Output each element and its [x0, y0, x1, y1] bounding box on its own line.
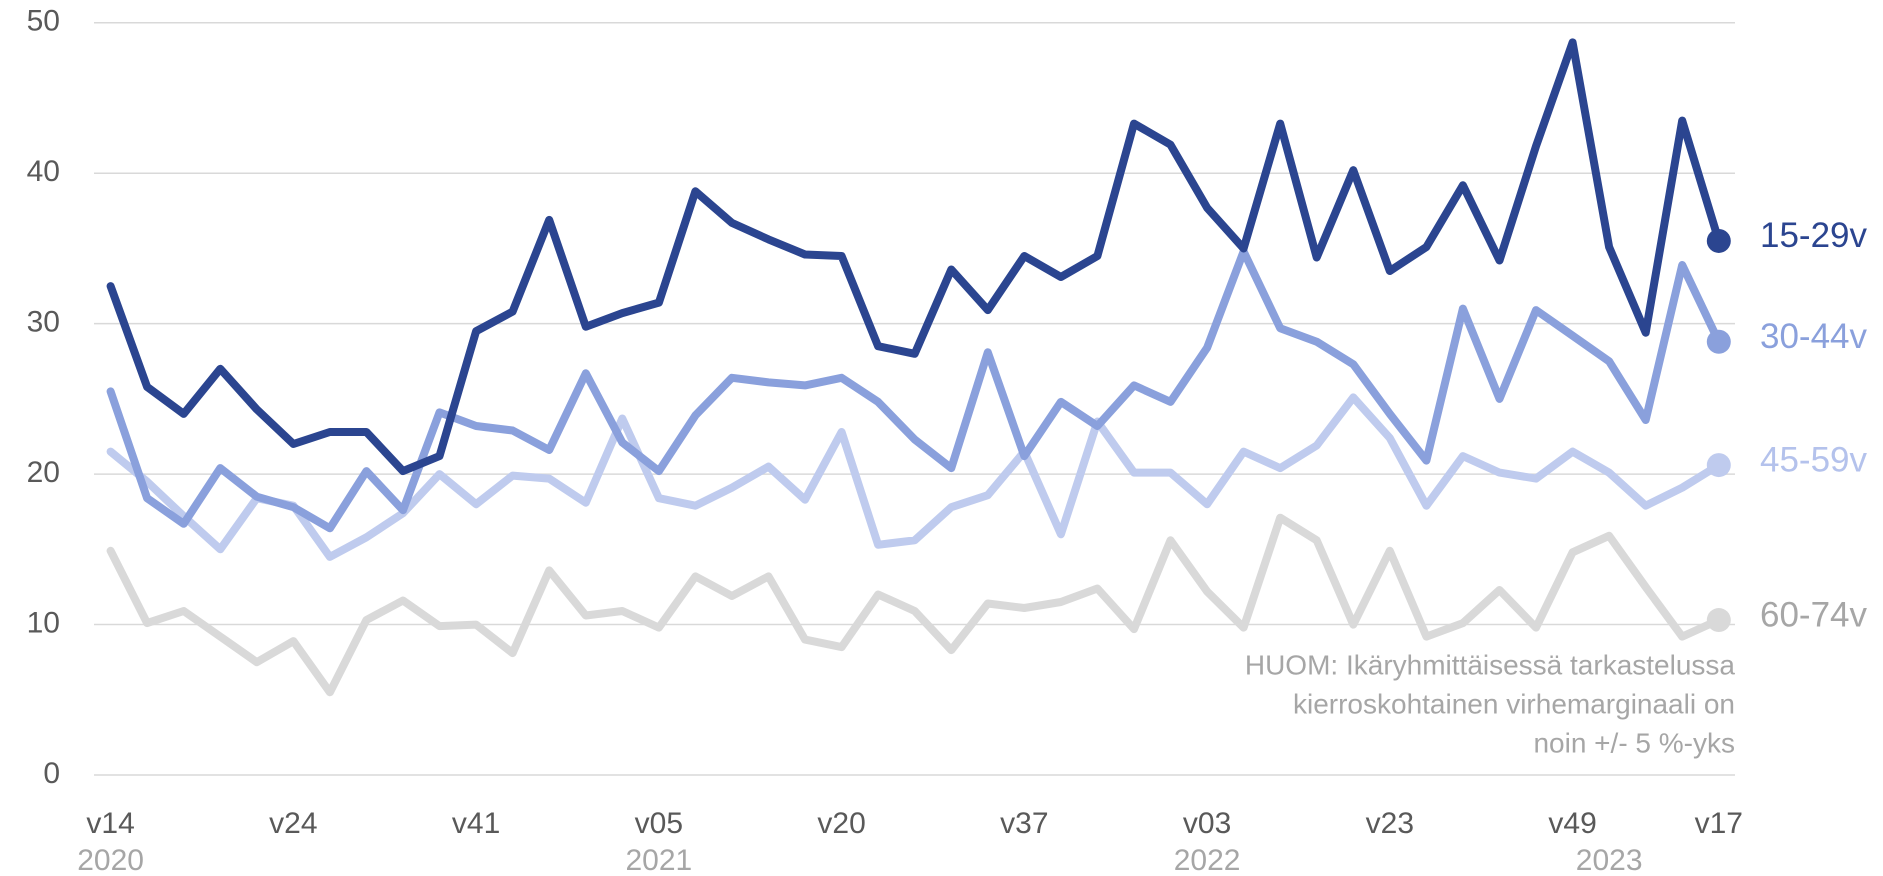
x-tick-label: v17 — [1695, 807, 1743, 840]
series-line — [106, 513, 1723, 697]
x-tick-label: v20 — [817, 807, 865, 840]
series-label: 60-74v — [1760, 595, 1868, 634]
end-dot — [1706, 329, 1731, 354]
note: kierroskohtainen virhemarginaali on — [1293, 688, 1735, 719]
y-tick-label: 50 — [27, 5, 60, 38]
year-label: 2022 — [1174, 844, 1241, 876]
x-tick-label: v23 — [1366, 807, 1414, 840]
x-tick-label: v41 — [452, 807, 500, 840]
y-tick-label: 30 — [27, 306, 60, 339]
series-label: 15-29v — [1760, 216, 1868, 255]
y-tick-label: 20 — [27, 456, 60, 489]
end-dot — [1706, 453, 1731, 478]
y-tick-label: 40 — [27, 155, 60, 188]
x-tick-label: v49 — [1548, 807, 1596, 840]
year-label: 2020 — [77, 844, 144, 876]
series-label: 30-44v — [1760, 317, 1868, 356]
x-tick-label: v24 — [269, 807, 317, 840]
note: noin +/- 5 %-yks — [1533, 727, 1735, 758]
x-tick-label: v03 — [1183, 807, 1231, 840]
x-tick-label: v14 — [86, 807, 134, 840]
note: HUOM: Ikäryhmittäisessä tarkastelussa — [1245, 649, 1736, 680]
series-line — [106, 247, 1723, 533]
y-tick-label: 10 — [27, 606, 60, 639]
year-label: 2021 — [625, 844, 692, 876]
series-label: 45-59v — [1760, 440, 1868, 479]
year-label: 2023 — [1576, 844, 1643, 876]
series-line — [106, 393, 1723, 561]
end-dot — [1706, 608, 1731, 633]
y-tick-label: 0 — [43, 757, 60, 790]
x-tick-label: v37 — [1000, 807, 1048, 840]
end-dot — [1706, 228, 1731, 253]
x-tick-label: v05 — [635, 807, 683, 840]
series-line — [106, 38, 1723, 476]
